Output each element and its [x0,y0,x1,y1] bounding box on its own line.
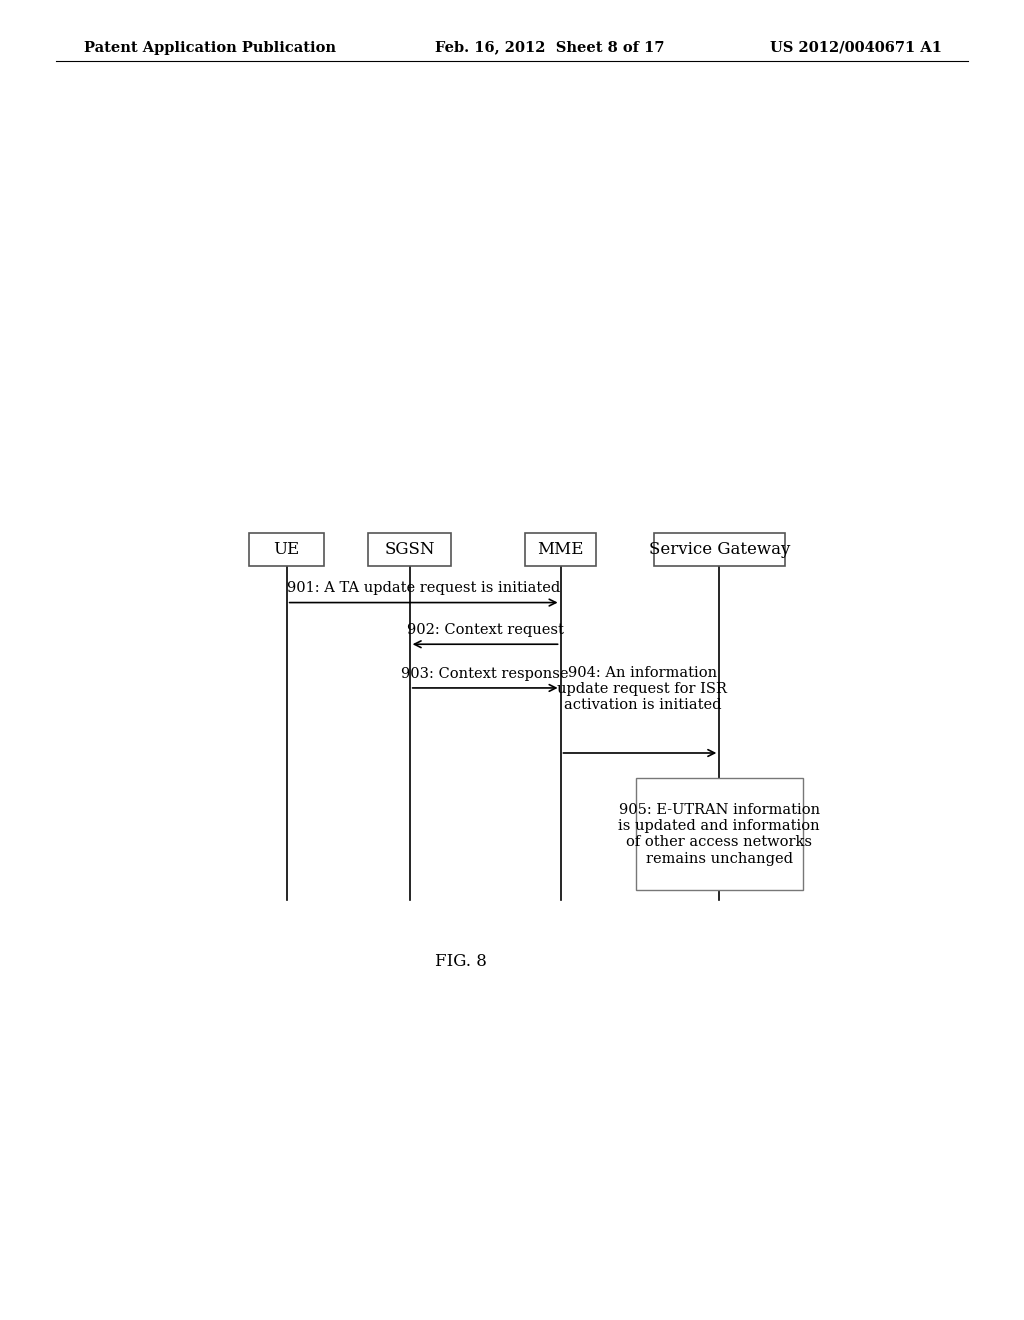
FancyBboxPatch shape [368,533,452,566]
FancyBboxPatch shape [653,533,784,566]
Text: Service Gateway: Service Gateway [648,541,790,558]
Text: FIG. 8: FIG. 8 [435,953,487,970]
Text: US 2012/0040671 A1: US 2012/0040671 A1 [770,41,942,54]
FancyBboxPatch shape [249,533,325,566]
Text: 902: Context request: 902: Context request [407,623,563,638]
FancyBboxPatch shape [636,779,803,890]
Text: SGSN: SGSN [384,541,435,558]
FancyBboxPatch shape [524,533,596,566]
Text: 903: Context response: 903: Context response [401,667,569,681]
Text: UE: UE [273,541,300,558]
Text: 904: An information
update request for ISR
activation is initiated: 904: An information update request for I… [557,665,727,713]
Text: Patent Application Publication: Patent Application Publication [84,41,336,54]
Text: Feb. 16, 2012  Sheet 8 of 17: Feb. 16, 2012 Sheet 8 of 17 [435,41,665,54]
Text: MME: MME [538,541,584,558]
Text: 901: A TA update request is initiated: 901: A TA update request is initiated [287,581,560,595]
Text: 905: E-UTRAN information
is updated and information
of other access networks
rem: 905: E-UTRAN information is updated and … [618,803,820,866]
